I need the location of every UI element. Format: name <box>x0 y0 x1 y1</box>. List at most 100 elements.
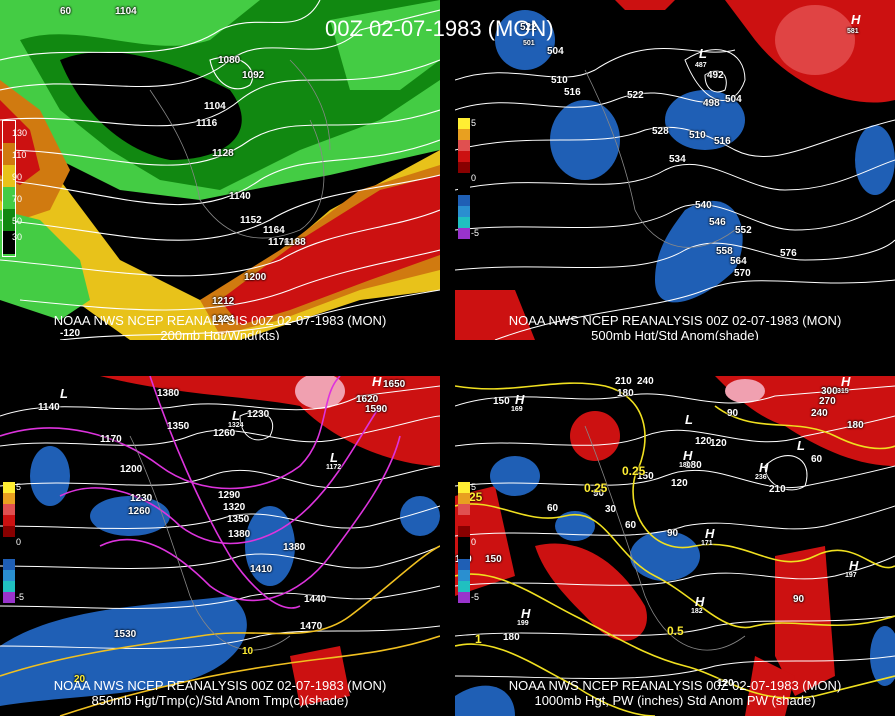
contour-label: 60 <box>547 503 559 514</box>
contour-label: 1380 <box>283 542 306 553</box>
contour-label: 1260 <box>213 428 236 439</box>
panel-500mb: 522 504 510 516 522 492 498 504 510 516 … <box>455 0 895 340</box>
low-pressure-mark: L <box>797 438 805 453</box>
anom-pos-strong <box>295 376 345 409</box>
anom-pos <box>615 0 675 10</box>
main-title: 00Z 02-07-1983 (MON) <box>325 16 554 41</box>
legend-tick: 110 <box>12 150 27 160</box>
lat-label: 60 <box>60 6 72 17</box>
anom-neg <box>90 496 170 536</box>
height-contours-200 <box>0 0 440 340</box>
pw-label: 1 <box>475 632 482 646</box>
contour-label: 180 <box>847 420 864 431</box>
caption-850mb: NOAA NWS NCEP REANALYSIS 00Z 02-07-1983 … <box>0 678 440 708</box>
high-pressure-mark: H <box>515 392 525 407</box>
contour-label: 1200 <box>120 464 143 475</box>
legend-tick: 90 <box>12 172 23 182</box>
legend-tick: 0 <box>16 537 22 547</box>
anom-neg <box>555 511 595 541</box>
contour-label: 1152 <box>240 215 262 226</box>
contour-label: 1530 <box>114 629 137 640</box>
anom-pos <box>745 656 795 716</box>
anom-neg <box>855 125 895 195</box>
contour-label: 300 <box>821 386 838 397</box>
legend-200mb <box>2 120 16 257</box>
coastlines-200 <box>149 59 331 239</box>
contour-label: 1380 <box>157 388 180 399</box>
pw-label: 0.25 <box>584 481 608 495</box>
contour-label: 576 <box>780 248 797 259</box>
contour-label: 1164 <box>263 225 285 236</box>
low-pressure-mark: L <box>330 450 338 465</box>
legend-500mb <box>458 118 470 239</box>
contour-label: 522 <box>520 22 537 33</box>
contour-label: 1440 <box>304 594 327 605</box>
legend-tick: 50 <box>12 216 23 226</box>
high-value: 197 <box>845 572 857 579</box>
caption-line2: 1000mb Hgt, PW (inches) Std Anom PW (sha… <box>534 693 816 708</box>
high-pressure-mark: H <box>683 448 693 463</box>
contour-label: 1224 <box>212 314 235 325</box>
map-200mb <box>0 0 440 340</box>
anom-neg <box>245 506 295 586</box>
caption-line1: NOAA NWS NCEP REANALYSIS 00Z 02-07-1983 … <box>508 313 842 328</box>
contour-label: 558 <box>716 246 733 257</box>
contour-label: 120 <box>717 678 734 689</box>
legend-tick: 5 <box>471 118 477 128</box>
contour-label: 180 <box>503 632 520 643</box>
contour-label: 522 <box>627 90 644 101</box>
contour-label: 180 <box>617 388 634 399</box>
caption-line1: NOAA NWS NCEP REANALYSIS 00Z 02-07-1983 … <box>53 313 387 328</box>
lon-label: -120 <box>60 328 81 339</box>
contour-label: 1380 <box>228 529 251 540</box>
high-value: 236 <box>755 474 767 481</box>
high-value: 169 <box>511 406 523 413</box>
contour-label: 90 <box>593 488 605 499</box>
contour-label: 1104 <box>204 101 226 112</box>
contour-label: 570 <box>734 268 751 279</box>
contour-label: 1230 <box>247 409 270 420</box>
contour-label: 1170 <box>100 434 122 445</box>
high-value: 581 <box>847 28 859 35</box>
high-pressure-mark: H <box>759 460 769 475</box>
pw-label: 0.5 <box>667 624 684 638</box>
map-1000mb <box>455 376 895 716</box>
contour-label: 1092 <box>242 70 265 81</box>
temp-contours-850 <box>0 376 401 609</box>
anom-neg <box>400 496 440 536</box>
contour-label: 546 <box>709 217 726 228</box>
anom-neg <box>495 10 555 70</box>
contour-label: 492 <box>707 70 724 81</box>
contour-label: 1350 <box>227 514 250 525</box>
contour-label: 510 <box>551 75 568 86</box>
temp-warm-contours <box>0 545 440 716</box>
low-value: 501 <box>523 40 535 47</box>
low-value: 487 <box>695 62 707 69</box>
high-value: 182 <box>691 608 703 615</box>
legend-tick: 130 <box>12 128 28 138</box>
anom-neg <box>0 596 247 706</box>
caption-500mb: NOAA NWS NCEP REANALYSIS 00Z 02-07-1983 … <box>455 313 895 340</box>
contour-label: 150 <box>485 554 502 565</box>
temp-label: 10 <box>242 646 254 657</box>
caption-line2: 200mb Hgt/Wnd(kts) <box>160 328 280 340</box>
caption-200mb: NOAA NWS NCEP REANALYSIS 00Z 02-07-1983 … <box>0 313 440 340</box>
caption-line1: NOAA NWS NCEP REANALYSIS 00Z 02-07-1983 … <box>508 678 842 693</box>
anom-neg <box>630 531 700 581</box>
contour-label: 1290 <box>218 490 241 501</box>
low-pressure-mark: L <box>699 46 707 61</box>
anom-neg <box>655 200 743 303</box>
contour-label: 1410 <box>250 564 273 575</box>
legend-tick: -5 <box>16 592 25 602</box>
contour-label: 516 <box>714 136 731 147</box>
contour-label: 540 <box>695 200 712 211</box>
high-pressure-mark: H <box>705 526 715 541</box>
legend-850mb <box>3 482 15 603</box>
contour-label: 90 <box>727 408 739 419</box>
height-contours-850 <box>0 385 440 649</box>
height-contours-1000 <box>455 385 895 679</box>
contour-label: 60 <box>811 454 823 465</box>
contour-label: 30 <box>605 504 617 515</box>
contour-label: 1128 <box>212 148 234 159</box>
caption-1000mb: NOAA NWS NCEP REANALYSIS 00Z 02-07-1983 … <box>455 678 895 708</box>
